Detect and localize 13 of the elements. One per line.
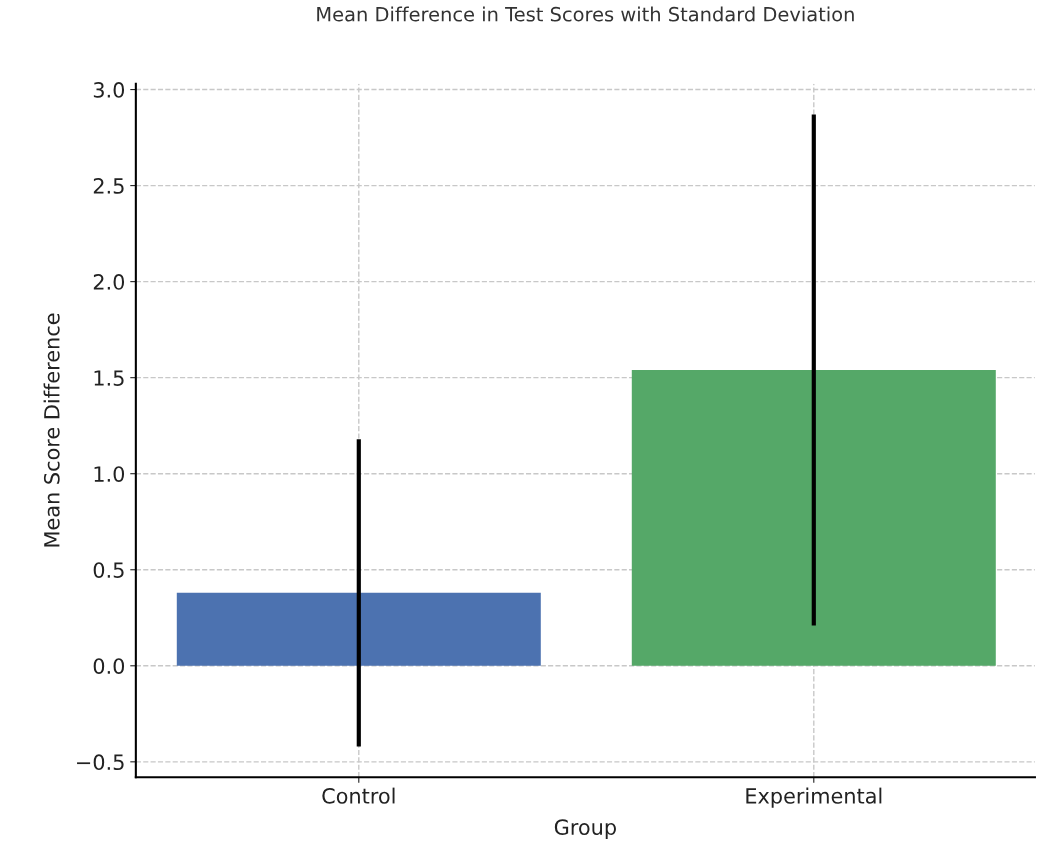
y-tick-label: 1.0 (94, 466, 125, 482)
chart-title: Mean Difference in Test Scores with Standard Deviation (317, 6, 854, 22)
y-tick-label: 0.0 (93, 658, 125, 674)
y-tick-label: 0.5 (93, 562, 124, 578)
x-axis-title: Group (554, 819, 616, 840)
y-tick-label: 2.0 (93, 274, 125, 290)
x-tick-label: Experimental (746, 787, 882, 808)
y-tick-label: 3.0 (93, 82, 125, 98)
y-tick-label: 2.5 (93, 178, 124, 194)
x-tick-label: Control (322, 787, 395, 804)
y-tick-label: −0.5 (77, 754, 124, 771)
y-axis-title: Mean Score Difference (43, 313, 60, 547)
y-tick-label: 1.5 (94, 370, 124, 386)
